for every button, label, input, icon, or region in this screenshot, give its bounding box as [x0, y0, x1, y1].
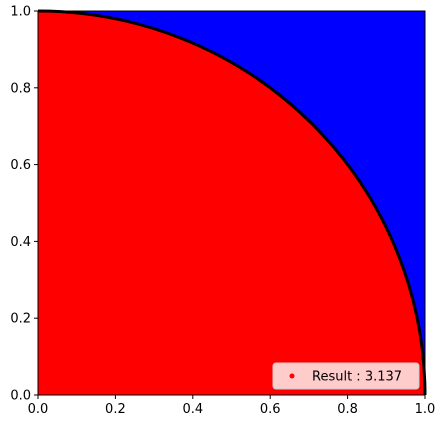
legend-marker: [289, 373, 295, 379]
plot-frame: [37, 10, 426, 396]
y-axis: 0.0 0.2 0.4 0.6 0.8 1.0: [10, 5, 38, 404]
y-tick-label: 0.8: [10, 81, 31, 96]
x-tick-label: 0.6: [260, 402, 281, 417]
legend-box: [272, 362, 420, 390]
y-tick-label: 0.6: [10, 158, 31, 173]
circle-boundary-arc: [37, 9, 427, 396]
y-tick-label: 0.4: [10, 235, 31, 250]
y-tick-label: 1.0: [10, 5, 31, 20]
x-tick-label: 0.2: [105, 402, 126, 417]
inside-circle-region: [38, 11, 425, 395]
y-tick-label: 0.2: [10, 312, 31, 327]
x-tick-label: 0.4: [182, 402, 203, 417]
legend-label: Result : 3.137: [312, 370, 402, 385]
x-tick-label: 0.0: [28, 402, 49, 417]
x-tick-label: 1.0: [415, 402, 436, 417]
y-tick-label: 0.0: [10, 389, 31, 404]
x-axis: 0.0 0.2 0.4 0.6 0.8 1.0: [28, 395, 436, 417]
legend: Result : 3.137: [272, 362, 420, 390]
x-tick-label: 0.8: [337, 402, 358, 417]
